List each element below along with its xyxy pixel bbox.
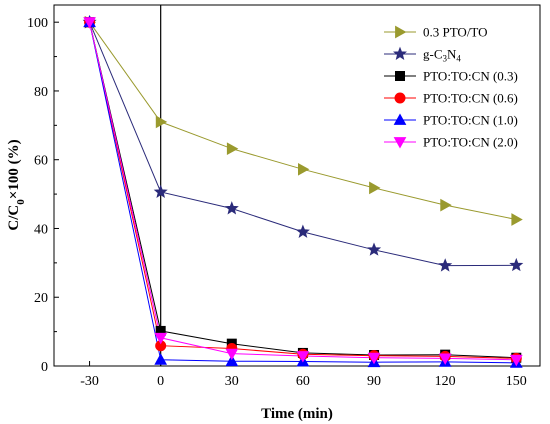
series-6-point xyxy=(367,352,381,365)
legend-label: g-C3N4 xyxy=(423,47,461,64)
legend-label: 0.3 PTO/TO xyxy=(423,25,488,40)
legend-marker xyxy=(393,113,407,125)
x-tick-label: 120 xyxy=(435,374,456,389)
series-1-point xyxy=(226,142,239,156)
series-2-point xyxy=(153,184,168,199)
y-axis-title-suffix: ×100 (%) xyxy=(6,139,22,199)
series-2-point xyxy=(438,258,453,272)
series-2-point xyxy=(295,224,310,238)
y-tick-label: 0 xyxy=(41,360,48,375)
series-2-point xyxy=(224,201,239,215)
series-6-point xyxy=(154,332,168,345)
legend-marker xyxy=(394,92,406,104)
legend-marker xyxy=(393,46,407,61)
x-axis-title: Time (min) xyxy=(261,406,333,422)
x-tick-label: 30 xyxy=(225,374,239,389)
x-tick-label: -30 xyxy=(80,374,99,389)
legend-label-part: 4 xyxy=(456,54,461,64)
legend-label-part: g-C xyxy=(423,47,443,62)
legend-label: PTO:TO:CN (2.0) xyxy=(423,135,518,150)
series-6-point xyxy=(225,348,239,361)
legend-marker xyxy=(393,137,407,149)
series-2-point xyxy=(509,257,524,272)
series-1-point xyxy=(369,181,381,195)
y-tick-label: 40 xyxy=(34,222,48,237)
legend-label-part: 3 xyxy=(443,54,448,64)
y-tick-label: 20 xyxy=(34,291,48,306)
series-5-point xyxy=(225,354,239,367)
y-tick-label: 60 xyxy=(34,154,48,169)
y-tick-label: 100 xyxy=(27,16,48,31)
legend: 0.3 PTO/TO g-C3N4 PTO:TO:CN (0.3) PTO:TO:CN… xyxy=(384,25,518,150)
legend-marker xyxy=(395,25,407,39)
series-6-point xyxy=(509,354,523,367)
x-tick-label: 60 xyxy=(296,374,310,389)
x-tick-label: 150 xyxy=(506,374,527,389)
series-1-point xyxy=(298,162,310,176)
x-tick-label: 0 xyxy=(157,374,164,389)
y-tick-label: 80 xyxy=(34,85,48,100)
legend-label: PTO:TO:CN (0.6) xyxy=(423,91,518,106)
legend-label-part: N xyxy=(447,47,457,62)
series-6-point xyxy=(438,353,452,365)
legend-label: PTO:TO:CN (0.3) xyxy=(423,69,518,84)
x-tick-label: 90 xyxy=(367,374,381,389)
legend-marker xyxy=(395,71,405,81)
y-axis-title: C/C0×100 (%) xyxy=(6,139,27,230)
series-1-point xyxy=(511,213,523,226)
series-5-point xyxy=(154,353,168,365)
series-2-point xyxy=(366,242,382,256)
series-6-point xyxy=(296,351,310,363)
legend-label: PTO:TO:CN (1.0) xyxy=(423,113,518,128)
series-1-point xyxy=(155,115,168,129)
series-6-point xyxy=(83,17,96,29)
y-axis-title-subscript: 0 xyxy=(15,199,27,205)
series-1-point xyxy=(440,198,452,212)
